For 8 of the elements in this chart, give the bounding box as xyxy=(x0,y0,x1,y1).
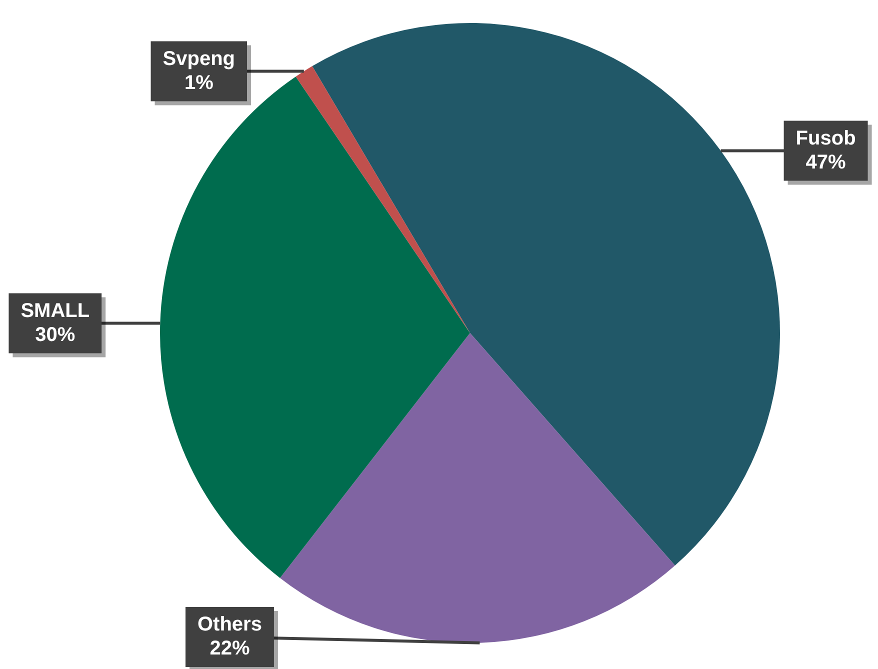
slice-label: Others xyxy=(198,614,262,636)
slice-label: Fusob xyxy=(796,127,856,150)
slice-label: SMALL xyxy=(20,300,90,322)
data-label: 1% xyxy=(184,72,214,94)
data-label: 22% xyxy=(210,638,250,660)
data-label: 30% xyxy=(35,324,76,346)
slice-label: Svpeng xyxy=(162,48,236,70)
data-label: 47% xyxy=(806,151,846,174)
